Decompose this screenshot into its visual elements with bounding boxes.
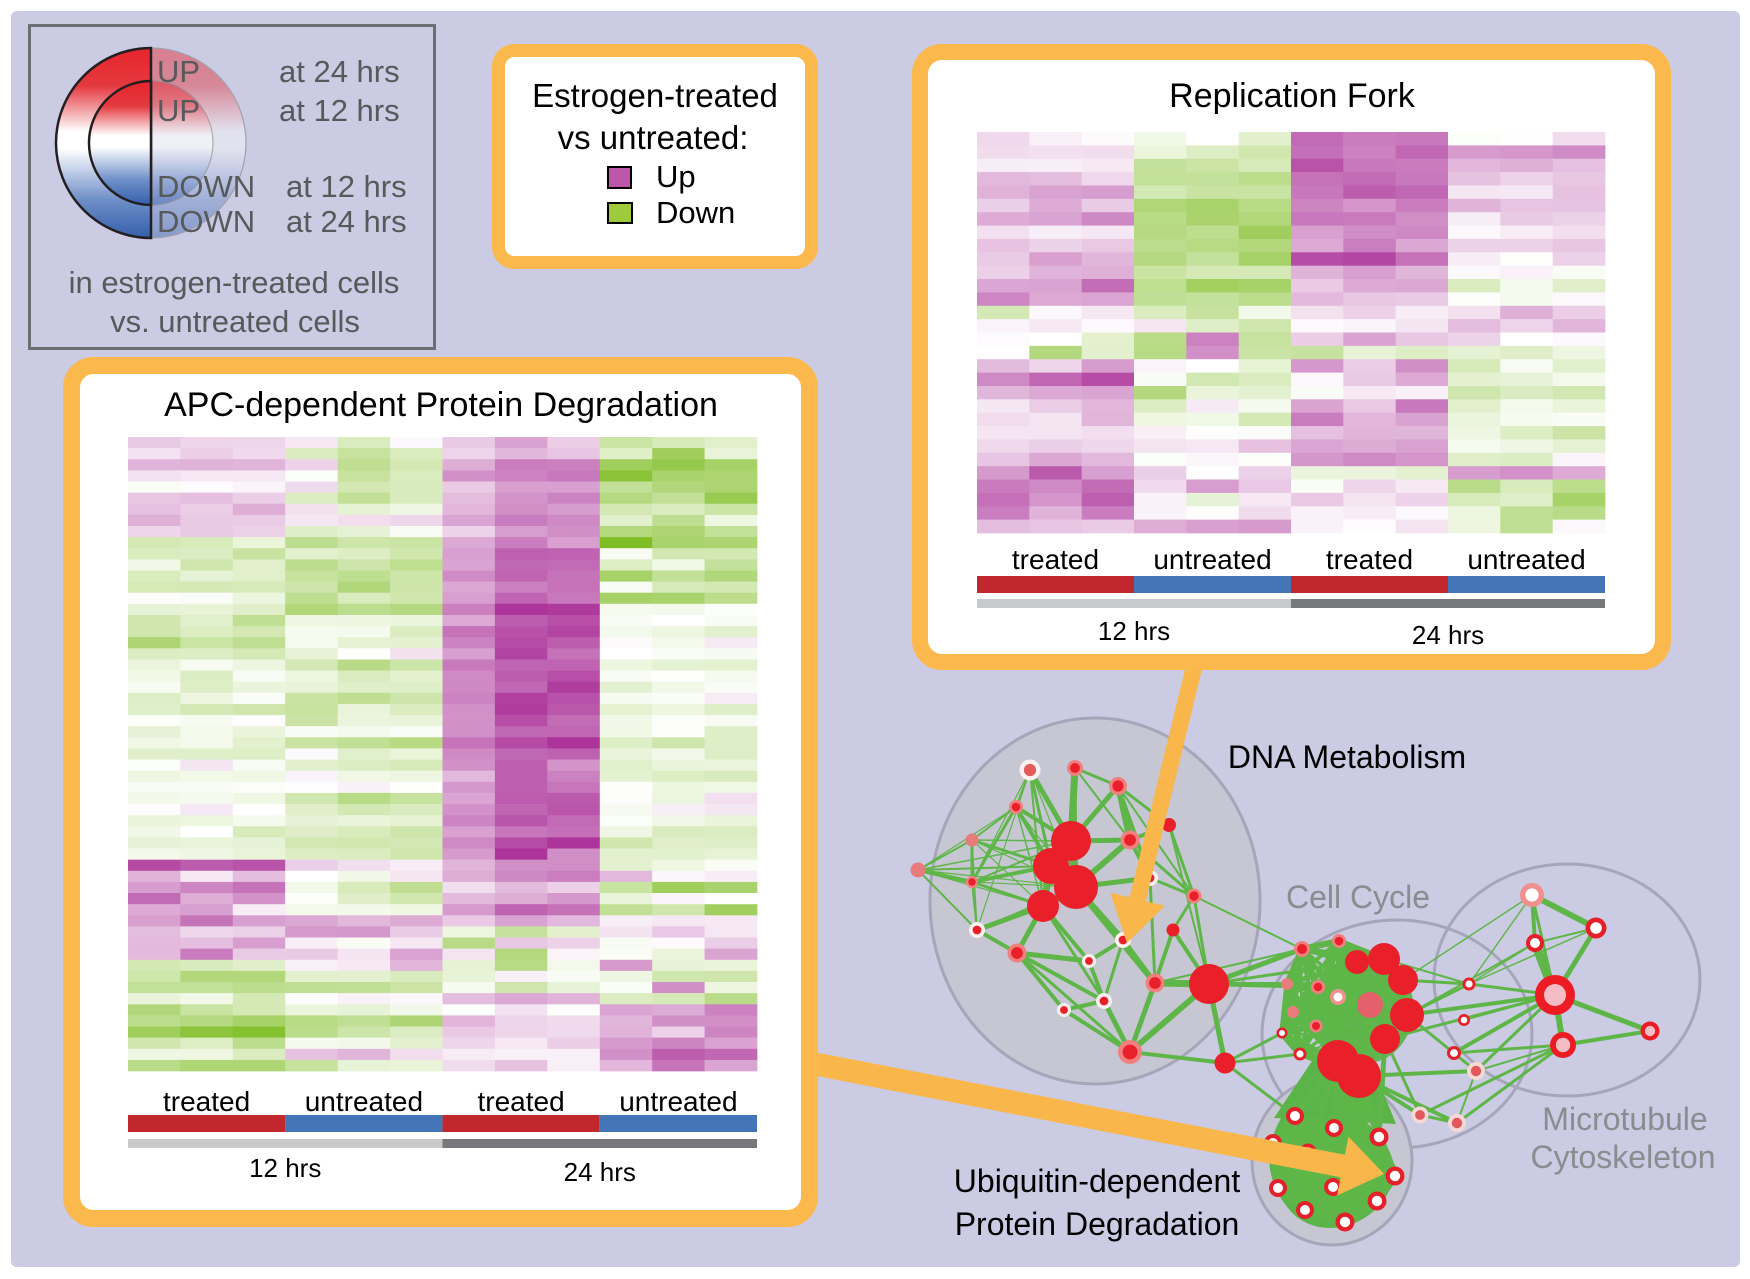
svg-text:Protein Degradation: Protein Degradation <box>955 1206 1240 1242</box>
svg-text:treated: treated <box>1326 544 1413 575</box>
svg-text:DOWN: DOWN <box>157 204 255 239</box>
svg-text:12 hrs: 12 hrs <box>249 1153 321 1183</box>
svg-text:Up: Up <box>656 159 696 194</box>
svg-text:untreated: untreated <box>1467 544 1585 575</box>
svg-text:24 hrs: 24 hrs <box>564 1157 636 1187</box>
svg-text:APC-dependent Protein Degradat: APC-dependent Protein Degradation <box>164 386 718 424</box>
svg-text:Estrogen-treated: Estrogen-treated <box>532 77 778 114</box>
svg-text:24 hrs: 24 hrs <box>1412 620 1484 650</box>
svg-text:Cytoskeleton: Cytoskeleton <box>1531 1139 1716 1175</box>
svg-text:treated: treated <box>163 1086 250 1117</box>
svg-text:untreated: untreated <box>619 1086 737 1117</box>
svg-text:at 12 hrs: at 12 hrs <box>279 93 400 128</box>
svg-text:at 12 hrs: at 12 hrs <box>286 169 407 204</box>
svg-text:Cell Cycle: Cell Cycle <box>1286 879 1430 915</box>
svg-text:Microtubule: Microtubule <box>1542 1101 1707 1137</box>
svg-text:at 24 hrs: at 24 hrs <box>286 204 407 239</box>
svg-text:in estrogen-treated cells: in estrogen-treated cells <box>69 265 400 300</box>
svg-text:Ubiquitin-dependent: Ubiquitin-dependent <box>954 1163 1241 1199</box>
svg-text:untreated: untreated <box>1153 544 1271 575</box>
svg-text:Down: Down <box>656 195 735 230</box>
svg-text:at 24 hrs: at 24 hrs <box>279 54 400 89</box>
svg-text:Replication Fork: Replication Fork <box>1169 77 1416 115</box>
svg-text:12 hrs: 12 hrs <box>1098 616 1170 646</box>
svg-text:untreated: untreated <box>305 1086 423 1117</box>
svg-text:UP: UP <box>157 93 200 128</box>
svg-text:UP: UP <box>157 54 200 89</box>
svg-text:treated: treated <box>478 1086 565 1117</box>
svg-text:DOWN: DOWN <box>157 169 255 204</box>
svg-text:DNA Metabolism: DNA Metabolism <box>1228 739 1466 775</box>
svg-text:vs untreated:: vs untreated: <box>558 119 749 156</box>
svg-text:treated: treated <box>1012 544 1099 575</box>
svg-text:vs. untreated cells: vs. untreated cells <box>110 304 360 339</box>
